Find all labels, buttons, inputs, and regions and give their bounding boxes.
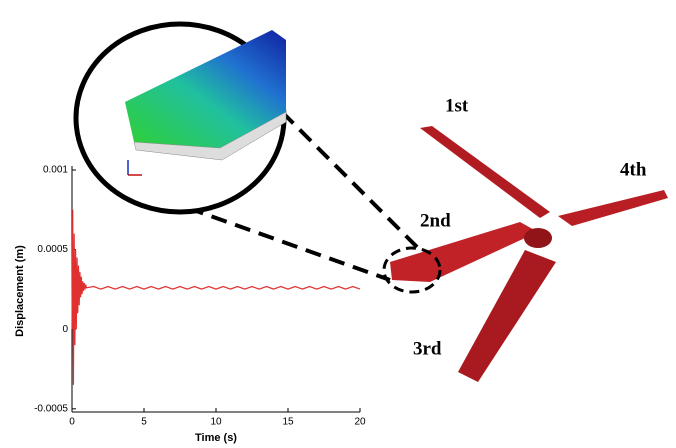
x-tick-label: 0 (69, 417, 75, 428)
figure: 1st 2nd 3rd 4th -0.000500.00050.00105101… (0, 0, 676, 448)
blade (458, 250, 556, 382)
blade-label: 1st (445, 95, 469, 116)
blade-label: 2nd (420, 210, 451, 231)
y-tick-label: 0 (62, 324, 68, 335)
x-axis-label: Time (s) (195, 432, 237, 444)
y-axis-label: Displacement (m) (14, 245, 26, 337)
blade (558, 190, 668, 226)
x-tick-label: 5 (141, 417, 147, 428)
connector (188, 208, 390, 280)
blade-label: 3rd (413, 338, 442, 359)
blade (420, 126, 550, 218)
y-tick-label: 0.001 (43, 165, 68, 176)
x-tick-label: 10 (210, 417, 222, 428)
zoom-inset (76, 24, 440, 292)
y-tick-label: 0.0005 (37, 244, 68, 255)
connector (282, 112, 420, 250)
x-tick-label: 20 (354, 417, 366, 428)
data-line (72, 210, 360, 385)
blade-label: 4th (620, 159, 647, 180)
x-tick-label: 15 (282, 417, 294, 428)
hub (524, 228, 552, 248)
y-tick-label: -0.0005 (34, 403, 68, 414)
